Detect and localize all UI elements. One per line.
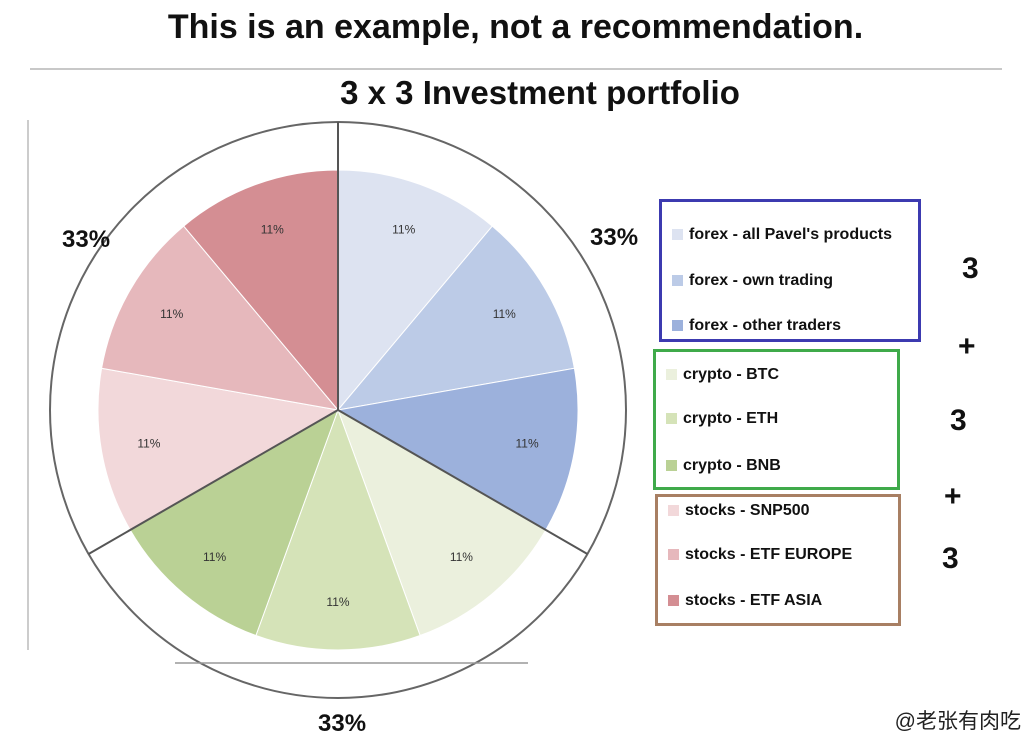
slice-data-label: 11% <box>326 595 349 609</box>
slice-data-label: 11% <box>137 436 160 450</box>
legend-label: stocks - SNP500 <box>685 502 810 519</box>
crypto-group-label: 33% <box>318 710 367 737</box>
chart-title: 3 x 3 Investment portfolio <box>340 74 740 111</box>
legend-swatch <box>672 275 683 286</box>
pie-slice <box>182 169 339 412</box>
legend-item: crypto - BTC <box>666 364 779 386</box>
slice-data-label: 11% <box>261 223 284 237</box>
plus-sign: + <box>944 480 962 513</box>
legend-swatch <box>666 369 677 380</box>
pie-slice <box>336 367 579 531</box>
group-divider-line <box>337 409 588 555</box>
legend-label: crypto - ETH <box>683 410 779 427</box>
slice-data-label: 11% <box>516 436 539 450</box>
slice-data-label: 11% <box>392 223 415 237</box>
pie-slice <box>336 225 575 411</box>
legend-label: forex - own trading <box>689 272 833 289</box>
pie-slice <box>337 169 494 412</box>
pie-slice <box>101 225 340 411</box>
pie-slice <box>337 408 547 637</box>
slice-data-label: 11% <box>203 550 226 564</box>
legend-item: stocks - ETF ASIA <box>668 590 822 612</box>
legend-item: crypto - ETH <box>666 408 778 430</box>
legend-swatch <box>672 229 683 240</box>
legend-item: forex - own trading <box>672 270 833 292</box>
forex-stocks-group-label-left: 33% <box>62 226 111 253</box>
legend-item: stocks - ETF EUROPE <box>668 544 852 566</box>
legend-item: forex - all Pavel's products <box>672 224 892 246</box>
legend-swatch <box>672 320 683 331</box>
pie-slice <box>255 408 421 651</box>
legend-item: forex - other traders <box>672 315 841 337</box>
legend-label: forex - all Pavel's products <box>689 226 892 243</box>
total-first: 3 <box>962 252 979 285</box>
total-third: 3 <box>942 542 959 575</box>
legend-label: crypto - BNB <box>683 457 781 474</box>
legend-swatch <box>666 460 677 471</box>
divider <box>30 68 1002 70</box>
slice-data-label: 11% <box>160 307 183 321</box>
legend-label: forex - other traders <box>689 317 842 334</box>
legend-swatch <box>668 549 679 560</box>
legend-item: crypto - BNB <box>666 455 781 477</box>
group-divider-line <box>88 409 339 555</box>
forex-group-label: 33% <box>590 224 639 251</box>
legend-label: crypto - BTC <box>683 366 779 383</box>
legend-item: stocks - SNP500 <box>668 500 810 522</box>
legend-swatch <box>666 413 677 424</box>
slice-data-label: 11% <box>493 307 516 321</box>
plus-sign: + <box>958 330 976 363</box>
legend-group-stocks: stocks - SNP500 stocks - ETF EUROPE stoc… <box>655 494 901 626</box>
legend-label: stocks - ETF EUROPE <box>685 546 853 563</box>
pie-slice <box>129 408 339 637</box>
headline: This is an example, not a recommendation… <box>167 8 864 46</box>
legend-swatch <box>668 505 679 516</box>
watermark: @老张有肉吃 <box>894 710 1021 733</box>
slice-data-label: 11% <box>450 550 473 564</box>
legend-label: stocks - ETF ASIA <box>685 592 823 609</box>
total-second: 3 <box>950 404 967 437</box>
legend-group-crypto: crypto - BTC crypto - ETH crypto - BNB <box>653 349 900 490</box>
pie-slice <box>97 367 340 531</box>
legend-swatch <box>668 595 679 606</box>
legend-group-forex: forex - all Pavel's products forex - own… <box>659 199 921 342</box>
